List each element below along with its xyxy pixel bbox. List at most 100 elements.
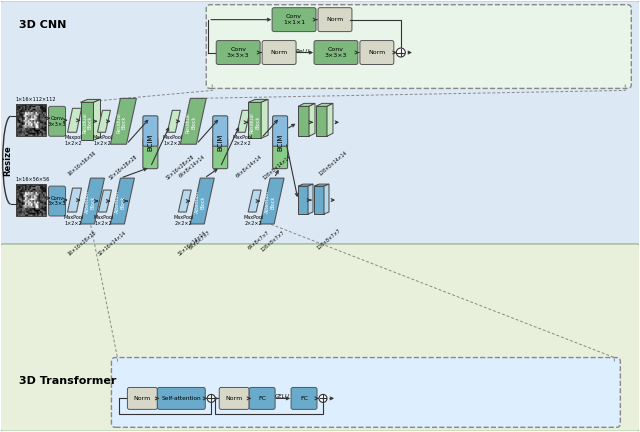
Polygon shape	[111, 178, 134, 224]
Polygon shape	[298, 186, 308, 214]
Polygon shape	[68, 188, 81, 212]
Text: 32×16×28×28: 32×16×28×28	[165, 154, 196, 181]
Text: MaxPool
2×2×2: MaxPool 2×2×2	[173, 215, 193, 226]
Text: 128×8×14×14: 128×8×14×14	[262, 154, 292, 181]
Polygon shape	[248, 99, 268, 102]
FancyBboxPatch shape	[212, 116, 228, 146]
Text: BCIM: BCIM	[217, 133, 223, 151]
FancyBboxPatch shape	[291, 388, 317, 410]
Text: 3D CNN: 3D CNN	[19, 19, 66, 30]
Circle shape	[207, 394, 215, 402]
Text: Conv
3×3×3: Conv 3×3×3	[227, 47, 250, 58]
FancyBboxPatch shape	[206, 5, 631, 89]
FancyBboxPatch shape	[314, 41, 358, 64]
Text: 16×16×28×28: 16×16×28×28	[67, 230, 97, 257]
FancyBboxPatch shape	[127, 388, 157, 410]
Polygon shape	[316, 106, 327, 136]
Text: Maxpol
1×2×2: Maxpol 1×2×2	[65, 135, 83, 146]
Text: Residual
Block: Residual Block	[116, 112, 127, 133]
Polygon shape	[81, 99, 100, 102]
FancyBboxPatch shape	[220, 388, 249, 410]
Polygon shape	[99, 190, 111, 212]
Text: MaxPool
2×2×2: MaxPool 2×2×2	[243, 215, 263, 226]
Text: MaxPool
1×2×2: MaxPool 1×2×2	[93, 215, 113, 226]
FancyBboxPatch shape	[273, 138, 287, 168]
Polygon shape	[314, 184, 329, 186]
Text: 1×16×56×56: 1×16×56×56	[15, 177, 50, 182]
FancyBboxPatch shape	[273, 116, 287, 146]
Polygon shape	[327, 103, 333, 136]
Text: 128×8×14×14: 128×8×14×14	[318, 150, 348, 177]
FancyBboxPatch shape	[111, 358, 620, 427]
Text: 64×8×14×14: 64×8×14×14	[235, 154, 263, 179]
Circle shape	[396, 48, 405, 57]
Text: Norm: Norm	[225, 396, 243, 401]
Text: Residual
Block: Residual Block	[186, 112, 196, 133]
Polygon shape	[248, 190, 261, 212]
Polygon shape	[97, 110, 111, 132]
Text: ReLU: ReLU	[296, 49, 310, 54]
Text: 64×8×7×7: 64×8×7×7	[188, 230, 212, 251]
Polygon shape	[261, 99, 268, 138]
Polygon shape	[179, 190, 191, 212]
Text: BCIM: BCIM	[147, 133, 154, 151]
FancyBboxPatch shape	[49, 186, 65, 216]
Polygon shape	[167, 110, 180, 132]
Text: 1×16×112×112: 1×16×112×112	[15, 97, 56, 102]
Text: 128×8×7×7: 128×8×7×7	[260, 230, 286, 253]
Text: 128×8×7×7: 128×8×7×7	[316, 228, 342, 251]
Text: Norm: Norm	[271, 50, 288, 55]
Text: 32×16×14×14: 32×16×14×14	[177, 230, 207, 257]
Polygon shape	[309, 103, 315, 136]
FancyBboxPatch shape	[212, 138, 228, 168]
Text: Norm: Norm	[134, 396, 151, 401]
Text: 32×16×28×28: 32×16×28×28	[108, 154, 139, 181]
FancyBboxPatch shape	[0, 1, 640, 251]
Text: BCIM: BCIM	[277, 133, 283, 151]
Polygon shape	[68, 108, 81, 132]
Polygon shape	[260, 178, 284, 224]
FancyBboxPatch shape	[272, 8, 316, 32]
Polygon shape	[111, 98, 136, 144]
FancyBboxPatch shape	[0, 244, 640, 431]
Text: 64×8×14×14: 64×8×14×14	[179, 154, 206, 179]
Text: Conv
1×1×1: Conv 1×1×1	[283, 14, 305, 25]
Polygon shape	[314, 186, 324, 214]
FancyBboxPatch shape	[49, 106, 65, 136]
FancyBboxPatch shape	[318, 8, 352, 32]
FancyBboxPatch shape	[143, 116, 158, 146]
Text: GELU: GELU	[275, 394, 290, 399]
Text: Attention
Block: Attention Block	[85, 191, 96, 213]
FancyBboxPatch shape	[262, 41, 296, 64]
Polygon shape	[298, 184, 313, 186]
Polygon shape	[298, 103, 315, 106]
Polygon shape	[81, 102, 93, 140]
Polygon shape	[81, 178, 104, 224]
FancyBboxPatch shape	[360, 41, 394, 64]
Text: Residual
Block: Residual Block	[82, 112, 93, 133]
FancyBboxPatch shape	[157, 388, 205, 410]
Circle shape	[319, 394, 327, 402]
FancyBboxPatch shape	[143, 138, 158, 168]
Polygon shape	[180, 98, 206, 144]
Bar	[15, 105, 45, 136]
Polygon shape	[298, 106, 309, 136]
Text: MaxPool
1×2×2: MaxPool 1×2×2	[162, 135, 182, 146]
FancyBboxPatch shape	[249, 388, 275, 410]
Text: Self-attention: Self-attention	[161, 396, 201, 401]
Text: Residual
Block: Residual Block	[250, 112, 260, 133]
Text: Attention
Block: Attention Block	[195, 191, 205, 213]
Text: Conv
3×3×3: Conv 3×3×3	[48, 196, 67, 206]
Text: 16×16×56×56: 16×16×56×56	[67, 150, 97, 177]
Polygon shape	[248, 102, 261, 138]
Text: 3D Transformer: 3D Transformer	[19, 376, 116, 387]
Text: Resize: Resize	[3, 145, 12, 175]
Polygon shape	[316, 103, 333, 106]
Text: 64×8×7×7: 64×8×7×7	[247, 230, 271, 251]
Polygon shape	[237, 110, 250, 132]
Bar	[15, 184, 45, 216]
Text: Attention
Block: Attention Block	[265, 191, 275, 213]
Text: Attention
Block: Attention Block	[115, 191, 126, 213]
Text: FC: FC	[300, 396, 308, 401]
Text: Conv
3×3×3: Conv 3×3×3	[48, 116, 67, 127]
